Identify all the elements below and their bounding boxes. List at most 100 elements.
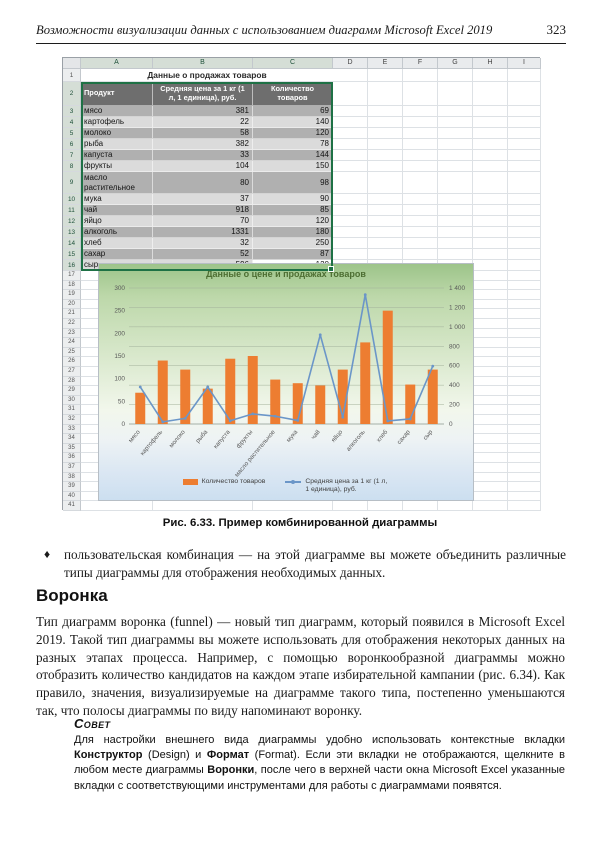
empty-cell: [508, 328, 541, 339]
empty-cell: [473, 395, 508, 406]
empty-cell: [508, 128, 541, 139]
svg-text:300: 300: [114, 285, 125, 292]
empty-cell: [508, 491, 541, 502]
bar-series-swatch-icon: [182, 479, 198, 486]
empty-cell: [508, 319, 541, 329]
table-cell: 120: [253, 128, 333, 139]
empty-cell: [508, 309, 541, 319]
empty-cell: [508, 290, 541, 300]
empty-cell: [508, 139, 541, 150]
empty-cell: [438, 205, 473, 216]
empty-cell: [333, 139, 368, 150]
svg-text:150: 150: [114, 353, 125, 360]
empty-cell: [333, 106, 368, 117]
row-header-3: 3: [63, 106, 81, 117]
row-header-26: 26: [63, 357, 81, 367]
empty-cell: [508, 405, 541, 415]
tip-label: Совет: [74, 716, 111, 731]
empty-cell: [403, 172, 438, 194]
empty-cell: [508, 227, 541, 238]
empty-cell: [508, 216, 541, 227]
empty-cell: [333, 82, 368, 106]
table-cell: 150: [253, 161, 333, 172]
row-header-37: 37: [63, 463, 81, 473]
empty-cell: [508, 424, 541, 435]
empty-cell: [368, 82, 403, 106]
svg-text:хлеб: хлеб: [375, 428, 389, 443]
empty-cell: [438, 216, 473, 227]
svg-text:100: 100: [114, 376, 125, 383]
empty-cell: [508, 299, 541, 310]
chart-title: Данные о цене и продажах товаров: [206, 269, 366, 279]
table-cell: 381: [153, 106, 253, 117]
row-header-20: 20: [63, 299, 81, 310]
empty-cell: [508, 501, 541, 511]
empty-cell: [81, 501, 153, 511]
empty-cell: [508, 271, 541, 281]
table-cell: фрукты: [81, 161, 153, 172]
empty-cell: [508, 82, 541, 106]
table-cell: чай: [81, 205, 153, 216]
empty-cell: [333, 249, 368, 260]
empty-cell: [333, 150, 368, 161]
empty-cell: [473, 415, 508, 425]
empty-cell: [473, 82, 508, 106]
empty-cell: [438, 194, 473, 205]
empty-cell: [473, 139, 508, 150]
row-header-18: 18: [63, 280, 81, 291]
empty-cell: [368, 205, 403, 216]
tip-block: Совет Для настройки внешнего вида диагра…: [74, 716, 565, 794]
bullet-item: ♦ пользовательская комбинация — на этой …: [44, 546, 566, 582]
empty-cell: [403, 205, 438, 216]
row-header-28: 28: [63, 376, 81, 387]
empty-cell: [403, 227, 438, 238]
empty-cell: [508, 443, 541, 454]
empty-cell: [368, 117, 403, 128]
chart-plot-area: 0 200 400 600 800 1 000 1 200 1 400 0 50 100 150 200…: [114, 285, 465, 479]
empty-cell: [403, 106, 438, 117]
table-cell: 37: [153, 194, 253, 205]
empty-cell: [333, 128, 368, 139]
empty-cell: [438, 82, 473, 106]
empty-cell: [438, 117, 473, 128]
row-header-16: 16: [63, 260, 81, 271]
svg-text:молоко: молоко: [168, 428, 187, 449]
svg-text:фрукты: фрукты: [235, 428, 255, 449]
table-cell: масло растительное: [81, 172, 153, 194]
row-header-40: 40: [63, 491, 81, 502]
table-cell: 180: [253, 227, 333, 238]
table-cell: мука: [81, 194, 153, 205]
empty-cell: [473, 338, 508, 348]
table-cell: хлеб: [81, 238, 153, 249]
empty-cell: [403, 501, 438, 511]
empty-cell: [473, 386, 508, 396]
row-header-25: 25: [63, 347, 81, 358]
empty-cell: [403, 150, 438, 161]
table-cell: 85: [253, 205, 333, 216]
empty-cell: [473, 172, 508, 194]
page-header: Возможности визуализации данных с исполь…: [36, 22, 566, 44]
empty-cell: [473, 238, 508, 249]
empty-cell: [508, 472, 541, 483]
empty-cell: [473, 150, 508, 161]
table-cell: картофель: [81, 117, 153, 128]
table-cell: 22: [153, 117, 253, 128]
combo-chart: Данные о цене и продажах товаров 0 200 400…: [98, 263, 474, 501]
empty-cell: [508, 434, 541, 444]
svg-text:200: 200: [114, 330, 125, 337]
empty-cell: [438, 501, 473, 511]
empty-cell: [368, 194, 403, 205]
svg-text:сыр: сыр: [422, 428, 435, 441]
column-header-F: F: [403, 58, 438, 69]
empty-cell: [473, 299, 508, 310]
row-header-36: 36: [63, 453, 81, 463]
empty-cell: [473, 106, 508, 117]
empty-cell: [508, 395, 541, 406]
legend-label-quantity: Количество товаров: [201, 478, 266, 486]
empty-cell: [368, 227, 403, 238]
empty-cell: [473, 194, 508, 205]
row-header-1: 1: [63, 69, 81, 82]
legend-label-price: Средняя цена за 1 кг (1 л, 1 единица), р…: [305, 478, 388, 494]
empty-cell: [473, 216, 508, 227]
